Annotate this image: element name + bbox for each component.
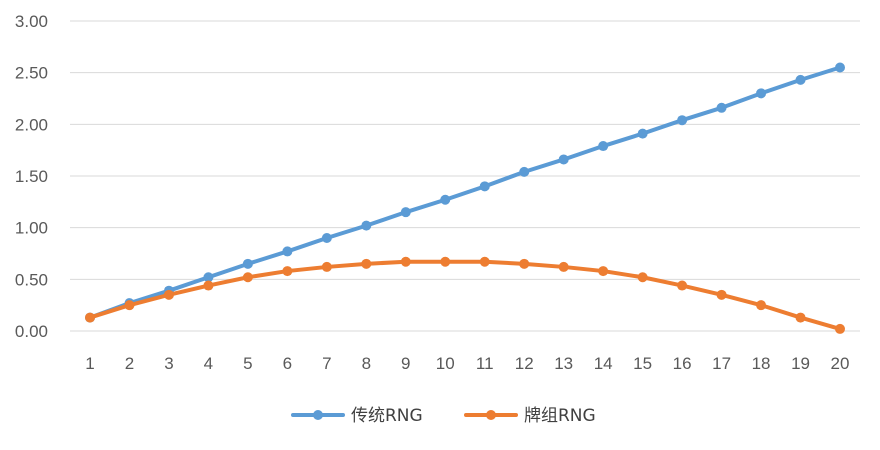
x-tick-label: 4 xyxy=(204,354,213,373)
y-tick-label: 0.00 xyxy=(15,322,48,341)
series-1 xyxy=(85,62,845,323)
data-point xyxy=(242,258,253,269)
y-tick-label: 1.50 xyxy=(15,167,48,186)
data-point xyxy=(598,141,609,152)
legend: 传统RNG 牌组RNG xyxy=(291,406,596,426)
data-point xyxy=(479,181,490,192)
legend-item-2: 牌组RNG xyxy=(464,406,596,426)
series-2 xyxy=(85,256,845,334)
data-point xyxy=(282,266,293,277)
series-line xyxy=(88,65,842,320)
y-axis-tick-labels: 0.00 0.50 1.00 1.50 2.00 2.50 3.00 xyxy=(15,12,48,341)
data-point xyxy=(242,272,253,283)
data-point xyxy=(795,74,806,85)
x-tick-label: 15 xyxy=(633,354,652,373)
data-point xyxy=(716,102,727,113)
data-point xyxy=(321,233,332,243)
data-point xyxy=(835,323,845,334)
x-axis-tick-labels: 1 2 3 4 5 6 7 8 9 10 11 12 13 14 15 16 17 18 19 20 xyxy=(85,354,849,373)
legend-label: 传统RNG xyxy=(351,406,423,426)
legend-marker xyxy=(486,410,496,420)
x-tick-label: 2 xyxy=(125,354,134,373)
data-point xyxy=(124,300,135,311)
x-tick-label: 9 xyxy=(401,354,410,373)
gridlines xyxy=(70,20,860,280)
data-point xyxy=(440,194,451,205)
data-point xyxy=(400,256,411,267)
y-tick-label: 3.00 xyxy=(15,12,48,31)
data-point xyxy=(203,280,214,291)
data-point xyxy=(282,246,293,257)
data-point xyxy=(558,261,569,272)
x-tick-label: 12 xyxy=(515,354,534,373)
x-tick-label: 11 xyxy=(476,354,494,373)
data-point xyxy=(519,166,530,177)
data-point xyxy=(361,258,372,269)
x-tick-label: 14 xyxy=(594,354,613,373)
y-tick-label: 1.00 xyxy=(15,219,48,238)
x-tick-label: 19 xyxy=(791,354,810,373)
data-point xyxy=(558,154,569,165)
y-tick-label: 0.50 xyxy=(15,270,48,289)
y-tick-label: 2.50 xyxy=(15,64,48,83)
x-tick-label: 16 xyxy=(673,354,692,373)
legend-label: 牌组RNG xyxy=(524,406,596,426)
data-point xyxy=(716,289,727,300)
data-point xyxy=(598,266,609,277)
data-point xyxy=(835,62,845,73)
data-point xyxy=(519,258,530,269)
x-tick-label: 1 xyxy=(85,354,94,373)
data-point xyxy=(321,261,332,272)
data-point xyxy=(85,312,95,323)
x-tick-label: 20 xyxy=(831,354,850,373)
data-point xyxy=(361,220,372,231)
data-point xyxy=(163,289,174,300)
x-tick-label: 17 xyxy=(712,354,731,373)
series-lines xyxy=(85,62,845,334)
data-point xyxy=(637,128,648,139)
data-point xyxy=(677,115,688,126)
data-point xyxy=(203,272,214,283)
x-tick-label: 18 xyxy=(752,354,771,373)
data-point xyxy=(637,272,648,283)
series-line xyxy=(88,259,842,331)
data-point xyxy=(440,256,451,267)
x-tick-label: 3 xyxy=(164,354,173,373)
x-tick-label: 13 xyxy=(554,354,573,373)
data-point xyxy=(756,300,767,311)
data-point xyxy=(677,280,688,291)
legend-marker xyxy=(313,410,323,420)
legend-item-1: 传统RNG xyxy=(291,406,423,426)
y-tick-label: 2.00 xyxy=(15,115,48,134)
x-tick-label: 5 xyxy=(243,354,252,373)
data-point xyxy=(479,256,490,267)
x-tick-label: 6 xyxy=(283,354,292,373)
data-point xyxy=(756,88,767,99)
data-point xyxy=(400,207,411,218)
x-tick-label: 8 xyxy=(362,354,371,373)
x-tick-label: 7 xyxy=(322,354,331,373)
data-point xyxy=(795,312,806,323)
x-tick-label: 10 xyxy=(436,354,455,373)
